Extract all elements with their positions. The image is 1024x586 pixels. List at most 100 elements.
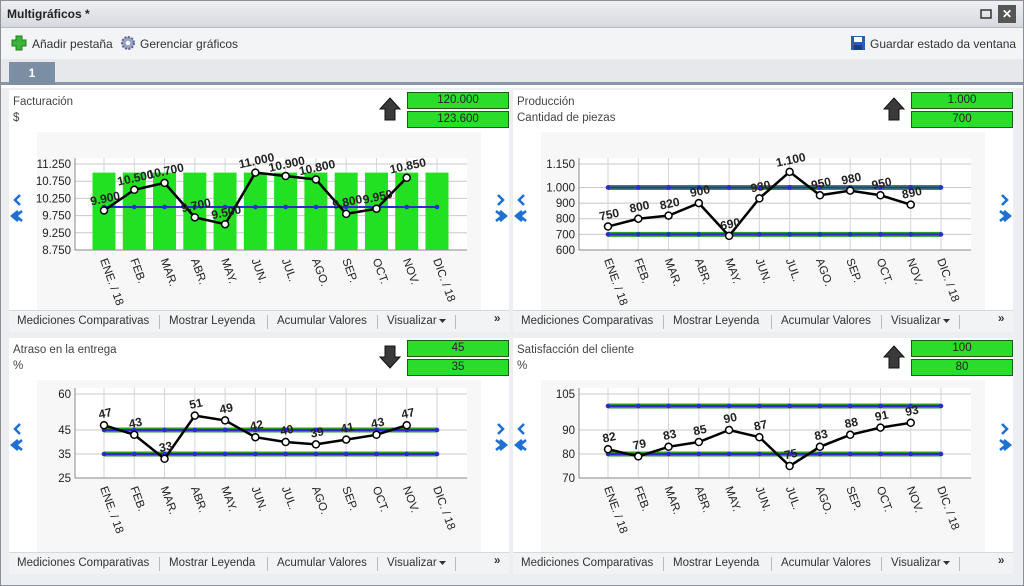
y-tick-label: 8.750 bbox=[42, 245, 71, 257]
toolbar-button[interactable]: Mediciones Comparativas bbox=[17, 557, 150, 569]
save-state-button[interactable]: Guardar estado da ventana bbox=[870, 37, 1017, 51]
reference-dot bbox=[787, 185, 792, 190]
nav-first-last[interactable] bbox=[495, 210, 508, 222]
data-label: 49 bbox=[218, 400, 234, 417]
more-button[interactable]: » bbox=[494, 313, 501, 325]
toolbar-button[interactable]: Acumular Valores bbox=[781, 557, 871, 569]
nav-prev-next[interactable] bbox=[497, 194, 505, 206]
bar bbox=[122, 172, 146, 250]
toolbar-button[interactable]: Acumular Valores bbox=[781, 315, 871, 327]
reference-dot bbox=[757, 403, 762, 409]
data-point bbox=[845, 186, 855, 195]
bar bbox=[183, 172, 207, 250]
reference-dot bbox=[878, 451, 883, 457]
toolbar-button[interactable]: Mostrar Leyenda bbox=[673, 315, 760, 327]
dropdown-caret bbox=[439, 561, 446, 565]
data-label: 75 bbox=[783, 446, 799, 463]
nav-prev-next[interactable] bbox=[517, 194, 525, 206]
toolbar-separator bbox=[771, 315, 772, 329]
toolbar-separator bbox=[377, 557, 378, 571]
toolbar-button[interactable]: Mediciones Comparativas bbox=[17, 315, 150, 327]
reference-dot bbox=[938, 185, 944, 190]
reference-dot bbox=[757, 232, 762, 237]
nav-prev-next[interactable] bbox=[1001, 423, 1009, 435]
reference-dot bbox=[817, 451, 823, 457]
caret bbox=[943, 319, 950, 323]
nav-first-last[interactable] bbox=[514, 439, 527, 451]
more-button[interactable]: » bbox=[998, 555, 1005, 567]
nav-first-last[interactable] bbox=[10, 210, 23, 222]
nav-prev-next[interactable] bbox=[13, 194, 21, 206]
data-label: 43 bbox=[370, 415, 386, 432]
panel-toolbar: Mediciones Comparativas Mostrar Leyenda Ac… bbox=[9, 310, 509, 332]
data-point bbox=[99, 420, 109, 430]
data-label: 85 bbox=[692, 422, 708, 439]
bar bbox=[153, 172, 177, 250]
title-bar: Multigráficos * ✕ bbox=[1, 1, 1023, 28]
data-point bbox=[785, 167, 794, 177]
data-point bbox=[402, 173, 411, 183]
add-tab-button[interactable]: Añadir pestaña bbox=[32, 37, 113, 51]
data-point bbox=[755, 432, 764, 442]
toolbar-button[interactable]: Acumular Valores bbox=[277, 557, 367, 569]
close-button[interactable]: ✕ bbox=[998, 5, 1016, 23]
target-box: 100 bbox=[911, 340, 1013, 357]
data-point bbox=[281, 437, 290, 447]
data-label: 9.900 bbox=[89, 188, 122, 208]
toolbar-button[interactable]: Acumular Valores bbox=[277, 315, 367, 327]
reference-dot bbox=[162, 427, 167, 433]
toolbar-button[interactable]: Mostrar Leyenda bbox=[673, 557, 760, 569]
reference-dot bbox=[847, 403, 853, 409]
toolbar-button[interactable]: Mostrar Leyenda bbox=[169, 315, 256, 327]
nav-prev-next[interactable] bbox=[13, 423, 21, 435]
toolbar-button[interactable]: Mediciones Comparativas bbox=[521, 315, 654, 327]
reference-dot bbox=[908, 185, 914, 190]
caret bbox=[439, 319, 446, 323]
tab[interactable]: 1 bbox=[9, 62, 55, 85]
y-tick-label: 11.250 bbox=[37, 159, 71, 171]
save-icon bbox=[851, 36, 865, 50]
reference-dot bbox=[283, 204, 288, 210]
nav-first-last[interactable] bbox=[999, 439, 1012, 451]
y-tick-label: 900 bbox=[556, 198, 575, 210]
data-label: 79 bbox=[631, 436, 647, 453]
nav-prev-next[interactable] bbox=[1001, 194, 1009, 206]
toolbar-separator bbox=[771, 557, 772, 571]
reference-dot bbox=[605, 185, 611, 190]
data-label: 47 bbox=[400, 405, 416, 422]
data-label: 800 bbox=[628, 198, 651, 216]
manage-charts-button[interactable]: Gerenciar gráficos bbox=[140, 37, 239, 51]
toolbar-separator bbox=[159, 315, 160, 329]
trend-arrow bbox=[379, 97, 401, 121]
toolbar-separator bbox=[267, 315, 268, 329]
data-point bbox=[906, 200, 915, 209]
data-point bbox=[341, 209, 351, 219]
reference-dot bbox=[878, 185, 883, 190]
maximize-button[interactable] bbox=[979, 7, 993, 21]
panel-toolbar: Mediciones Comparativas Mostrar Leyenda Ac… bbox=[9, 552, 509, 574]
data-point bbox=[99, 206, 109, 215]
data-point bbox=[724, 425, 734, 435]
nav-prev-next[interactable] bbox=[517, 423, 525, 435]
nav-first-last[interactable] bbox=[495, 439, 508, 451]
y-tick-label: 600 bbox=[556, 245, 575, 257]
nav-prev-next[interactable] bbox=[497, 423, 505, 435]
nav-first-last[interactable] bbox=[999, 210, 1012, 222]
toolbar-button[interactable]: Visualizar bbox=[891, 315, 941, 327]
toolbar-button[interactable]: Visualizar bbox=[387, 315, 437, 327]
reference-dot bbox=[605, 403, 611, 409]
more-button[interactable]: » bbox=[494, 555, 501, 567]
toolbar-button[interactable]: Mostrar Leyenda bbox=[169, 557, 256, 569]
nav-first-last[interactable] bbox=[10, 439, 23, 451]
arrow-shape bbox=[883, 97, 905, 121]
panel-title: Producción bbox=[517, 96, 575, 108]
nav-first-last[interactable] bbox=[514, 210, 527, 222]
toolbar-button[interactable]: Mediciones Comparativas bbox=[521, 557, 654, 569]
toolbar-button[interactable]: Visualizar bbox=[387, 557, 437, 569]
toolbar-button[interactable]: Visualizar bbox=[891, 557, 941, 569]
more-button[interactable]: » bbox=[998, 313, 1005, 325]
data-label: 9.950 bbox=[361, 187, 394, 207]
toolbar: Añadir pestaña Gerenciar gráficos Guarda… bbox=[1, 28, 1023, 59]
data-point bbox=[876, 191, 885, 200]
